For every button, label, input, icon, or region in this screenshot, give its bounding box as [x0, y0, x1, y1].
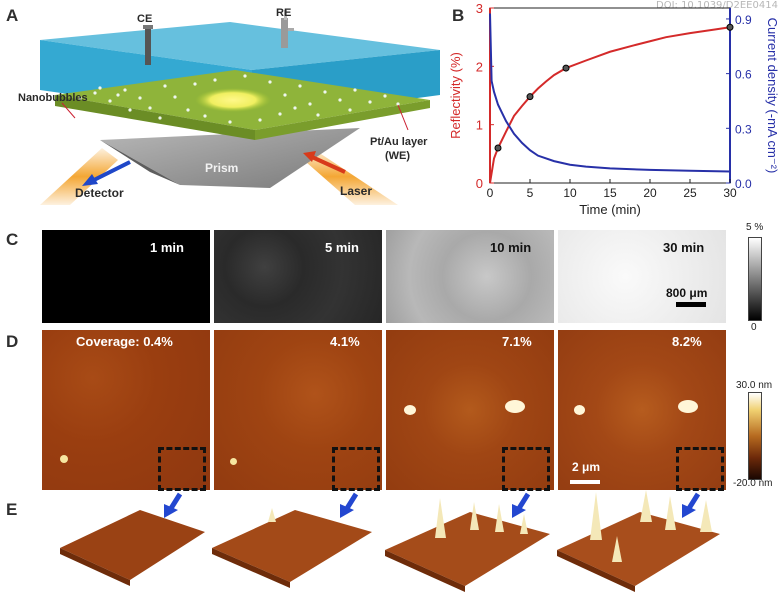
doi-text: DOI: 10.1039/D2EE0414 [656, 0, 778, 11]
time-label-10min: 10 min [490, 240, 532, 255]
detector-beam [40, 148, 118, 205]
afm-image-2 [214, 330, 382, 490]
colorbar-height [748, 392, 762, 480]
y-right-tick-label: 0.9 [735, 13, 752, 27]
afm-3d-surface-3 [385, 512, 550, 586]
afm-3d-surface-2 [212, 510, 372, 582]
reflectivity-image-5min [214, 230, 382, 323]
reflectivity-current-chart: 0 5 10 15 20 25 30 0 1 2 3 0.0 0.3 0.6 0.9 Time (min) Re… [448, 1, 779, 217]
label-prism: Prism [205, 161, 238, 175]
reflectivity-marker [562, 64, 570, 72]
illuminated-spot [195, 88, 271, 112]
x-tick-label: 30 [723, 186, 737, 200]
zoom-box-3 [502, 447, 550, 491]
time-label-5min: 5 min [325, 240, 359, 255]
scalebar-2um [570, 480, 600, 484]
colorbar-reflectivity [748, 237, 762, 321]
afm-bubble [404, 405, 416, 415]
coverage-label-1: Coverage: 0.4% [76, 334, 173, 349]
x-tick-label: 10 [563, 186, 577, 200]
reference-electrode [281, 18, 288, 48]
scalebar-label-800um: 800 μm [666, 286, 708, 300]
prism-shape [100, 128, 360, 188]
y-left-axis-label: Reflectivity (%) [448, 52, 463, 139]
afm-bubble [505, 400, 525, 413]
reflectivity-marker [494, 144, 502, 152]
afm-3d-views [60, 490, 720, 592]
x-axis-label: Time (min) [579, 202, 641, 217]
reflectivity-image-30min [558, 230, 726, 323]
coverage-label-3: 7.1% [502, 334, 532, 349]
coverage-label-4: 8.2% [672, 334, 702, 349]
label-nanobubbles: Nanobubbles [18, 92, 88, 104]
label-laser: Laser [340, 184, 372, 198]
afm-image-1 [42, 330, 210, 490]
colorbar-min-label: 0 [751, 322, 757, 333]
zoom-box-4 [676, 447, 724, 491]
y-left-tick-label: 1 [476, 118, 483, 133]
panel-label-b: B [452, 6, 465, 25]
y-right-axis-label: Current density (-mA cm⁻²) [765, 18, 779, 174]
laser-arrow [311, 155, 346, 174]
afm-3d-surface-1 [60, 510, 205, 580]
nanobubbles-dots [78, 74, 400, 124]
afm-image-4 [558, 330, 726, 490]
afm-bubble [60, 455, 68, 463]
detector-arrow [89, 160, 131, 184]
counter-electrode [145, 25, 151, 65]
reflectivity-image-1min [42, 230, 210, 323]
y-right-tick-label: 0.3 [735, 122, 752, 136]
label-re: RE [276, 7, 291, 19]
y-right-tick-label: 0.0 [735, 177, 752, 191]
x-tick-label: 25 [683, 186, 697, 200]
afm-bubble [230, 458, 237, 465]
schematic-diagram: CE RE Nanobubbles Pt/Au layer (WE) Prism… [18, 7, 440, 205]
label-ce: CE [137, 13, 152, 25]
plot-frame [489, 7, 731, 184]
x-tick-label: 15 [603, 186, 617, 200]
afm-bubble [574, 405, 585, 415]
x-tick-label: 20 [643, 186, 657, 200]
reflectivity-series-line [489, 26, 731, 184]
label-pt-au: Pt/Au layer [370, 136, 428, 148]
scalebar-800um [676, 302, 706, 307]
afm-3d-surface-4 [557, 512, 720, 586]
time-label-30min: 30 min [663, 240, 705, 255]
time-label-1min: 1 min [150, 240, 184, 255]
coverage-label-2: 4.1% [330, 334, 360, 349]
x-tick-label: 0 [487, 186, 494, 200]
zoom-box-2 [332, 447, 380, 491]
laser-beam [290, 148, 398, 205]
panel-label-e: E [6, 500, 18, 519]
y-left-tick-label: 0 [476, 176, 483, 191]
x-tick-label: 5 [527, 186, 534, 200]
panel-label-c: C [6, 230, 19, 249]
panel-label-a: A [6, 6, 19, 25]
current-density-series-line [489, 13, 731, 173]
reflectivity-marker [726, 23, 734, 31]
liquid-cell-back [40, 22, 440, 70]
panel-label-d: D [6, 332, 19, 351]
label-detector: Detector [75, 186, 124, 200]
colorbar-max-label: 5 % [746, 222, 764, 233]
reflectivity-image-10min [386, 230, 554, 323]
y-left-tick-label: 3 [476, 1, 483, 16]
y-left-tick-label: 2 [476, 59, 483, 74]
reflectivity-marker [526, 93, 534, 101]
afm-bubble [678, 400, 698, 413]
scalebar-label-2um: 2 μm [572, 460, 601, 474]
label-we: (WE) [385, 150, 410, 162]
colorbar-height-max: 30.0 nm [736, 380, 773, 391]
colorbar-height-min: -20.0 nm [733, 478, 773, 489]
y-right-tick-label: 0.6 [735, 68, 752, 82]
zoom-box-1 [158, 447, 206, 491]
